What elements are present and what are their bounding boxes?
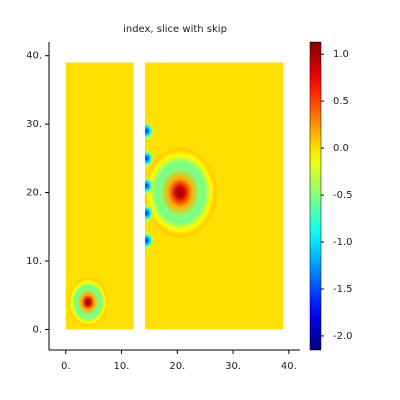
y-tick-label: 0.: [32, 324, 42, 335]
field-peak: [138, 148, 155, 168]
colorbar-tick-label: -2.0: [333, 331, 353, 342]
x-tick-label: 30.: [225, 361, 241, 372]
colorbar: [309, 41, 322, 351]
x-tick-label: 20.: [169, 361, 185, 372]
field-peak: [138, 121, 155, 141]
field-peak: [66, 276, 110, 329]
y-tick-label: 40.: [26, 51, 42, 62]
field-peak: [141, 144, 220, 241]
x-tick-label: 0.: [61, 361, 71, 372]
colorbar-tick-label: 0.5: [333, 96, 349, 107]
y-tick-label: 20.: [26, 188, 42, 199]
x-tick-label: 40.: [281, 361, 297, 372]
y-tick-label: 30.: [26, 119, 42, 130]
colorbar-tick-label: 0.0: [333, 143, 349, 154]
y-tick-label: 10.: [26, 256, 42, 267]
colorbar-tick-label: 1.0: [333, 49, 349, 60]
field-peak: [138, 230, 155, 251]
colorbar-tick-label: -0.5: [333, 190, 353, 201]
field-peak: [138, 203, 155, 223]
chart-title: index, slice with skip: [123, 24, 227, 35]
colorbar-tick-label: -1.0: [333, 237, 353, 248]
field-peak: [138, 176, 155, 196]
colorbar-tick-label: -1.5: [333, 284, 353, 295]
x-tick-label: 10.: [114, 361, 130, 372]
